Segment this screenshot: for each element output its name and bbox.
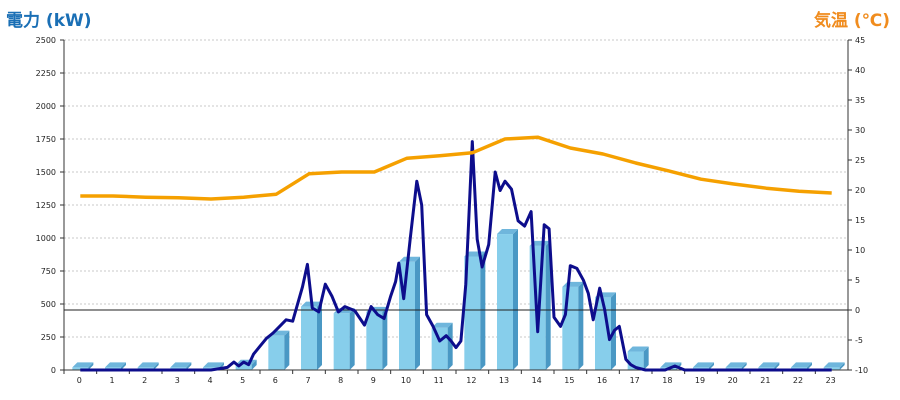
bar-15: [562, 281, 584, 370]
right-tick-label: -5: [855, 336, 863, 345]
x-tick-label: 8: [338, 376, 343, 385]
left-tick-label: 2250: [36, 69, 56, 78]
x-tick-label: 19: [695, 376, 705, 385]
right-axis-title: 気温 (℃): [813, 11, 890, 31]
tick-labels: 02505007501000125015001750200022502500-1…: [36, 36, 868, 385]
bar-9: [366, 306, 388, 370]
bar-10: [399, 256, 420, 370]
left-tick-label: 0: [51, 366, 56, 375]
right-tick-label: 30: [855, 126, 865, 135]
x-tick-label: 5: [240, 376, 245, 385]
right-tick-label: 10: [855, 246, 865, 255]
x-tick-label: 4: [207, 376, 212, 385]
right-tick-label: 5: [855, 276, 860, 285]
x-tick-label: 14: [532, 376, 542, 385]
left-axis-title: 電力 (kW): [6, 11, 92, 31]
grid: [64, 39, 848, 338]
x-tick-label: 10: [401, 376, 411, 385]
x-tick-label: 15: [564, 376, 574, 385]
bar-7: [301, 301, 322, 370]
x-tick-label: 23: [826, 376, 836, 385]
x-tick-label: 21: [760, 376, 770, 385]
x-tick-label: 7: [305, 376, 310, 385]
x-tick-label: 0: [77, 376, 82, 385]
right-tick-label: 0: [855, 306, 860, 315]
bar-series: [72, 229, 845, 370]
bar-13: [497, 229, 518, 370]
bar-17: [627, 346, 649, 370]
x-tick-label: 2: [142, 376, 147, 385]
x-tick-label: 1: [109, 376, 114, 385]
right-tick-label: 45: [855, 36, 865, 45]
left-tick-label: 750: [41, 267, 56, 276]
left-tick-label: 250: [41, 333, 56, 342]
x-tick-label: 12: [466, 376, 476, 385]
right-tick-label: 25: [855, 156, 865, 165]
power-line: [80, 140, 832, 372]
right-tick-label: 40: [855, 66, 865, 75]
x-tick-label: 22: [793, 376, 803, 385]
x-tick-label: 20: [728, 376, 738, 385]
line-series: [80, 135, 832, 372]
left-tick-label: 2500: [36, 36, 56, 45]
axes: [60, 39, 852, 374]
bar-12: [464, 251, 486, 370]
x-tick-label: 13: [499, 376, 509, 385]
left-tick-label: 1000: [36, 234, 56, 243]
x-tick-label: 17: [630, 376, 640, 385]
left-tick-label: 500: [41, 300, 56, 309]
left-tick-label: 2000: [36, 102, 56, 111]
right-tick-label: 20: [855, 186, 865, 195]
x-tick-label: 6: [273, 376, 278, 385]
left-tick-label: 1750: [36, 135, 56, 144]
x-tick-label: 3: [175, 376, 180, 385]
right-tick-label: 35: [855, 96, 865, 105]
x-tick-label: 18: [662, 376, 672, 385]
right-tick-label: -10: [855, 366, 868, 375]
left-tick-label: 1500: [36, 168, 56, 177]
right-tick-label: 15: [855, 216, 865, 225]
x-tick-label: 16: [597, 376, 607, 385]
bar-8: [333, 308, 355, 370]
x-tick-label: 11: [434, 376, 444, 385]
x-tick-label: 9: [371, 376, 376, 385]
left-tick-label: 1250: [36, 201, 56, 210]
bar-6: [268, 330, 290, 370]
temperature-line: [80, 135, 832, 201]
